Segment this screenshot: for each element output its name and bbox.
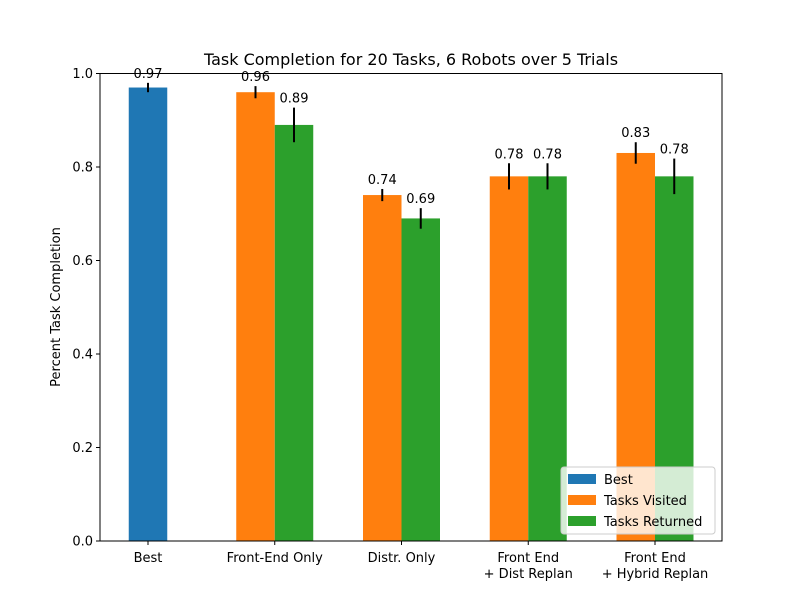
- bar: [489, 176, 529, 541]
- data-label: 0.78: [660, 143, 689, 158]
- chart-title: Task Completion for 20 Tasks, 6 Robots o…: [203, 50, 618, 69]
- x-tick-label: Best: [134, 551, 163, 566]
- plot-area: 0.97 0.96 0.89 0.74 0.69 0.78 0.78 0.83 0.78: [128, 67, 694, 542]
- legend: Best Tasks Visited Tasks Returned: [560, 466, 716, 535]
- bar: [274, 124, 314, 542]
- data-label: 0.89: [280, 92, 309, 107]
- data-label: 0.74: [368, 173, 397, 188]
- bar: [528, 176, 567, 541]
- y-tick-label: 0.2: [72, 441, 93, 456]
- y-tick-label: 0.8: [72, 161, 93, 176]
- bar: [401, 218, 440, 542]
- y-tick-label: 0.0: [72, 535, 93, 550]
- x-tick-label: Distr. Only: [368, 551, 436, 566]
- data-label: 0.78: [495, 147, 524, 162]
- x-tick-label: Front End: [497, 551, 559, 566]
- y-tick-label: 0.4: [72, 348, 93, 363]
- legend-swatch: [568, 495, 596, 505]
- legend-label: Tasks Visited: [603, 494, 687, 509]
- bar: [236, 92, 275, 541]
- x-tick-label: Front-End Only: [227, 551, 323, 566]
- legend-label: Tasks Returned: [603, 515, 702, 530]
- bar: [363, 195, 402, 542]
- x-tick-label: + Hybrid Replan: [602, 567, 709, 582]
- legend-swatch: [568, 516, 596, 526]
- data-label: 0.78: [533, 147, 562, 162]
- y-tick-label: 1.0: [72, 67, 93, 82]
- y-axis: 0.0 0.2 0.4 0.6 0.8 1.0: [72, 67, 100, 550]
- x-tick-label: + Dist Replan: [484, 567, 573, 582]
- y-axis-label: Percent Task Completion: [49, 227, 64, 387]
- data-label: 0.83: [621, 126, 650, 141]
- data-label: 0.96: [241, 70, 270, 85]
- data-label: 0.69: [406, 192, 435, 207]
- y-tick-label: 0.6: [72, 254, 93, 269]
- x-tick-label: Front End: [624, 551, 686, 566]
- data-label: 0.97: [134, 67, 163, 82]
- x-axis: Best Front-End Only Distr. Only Front End+ …: [134, 541, 709, 582]
- plot-frame: [99, 73, 723, 542]
- legend-box: [560, 466, 716, 535]
- legend-swatch: [568, 474, 596, 484]
- bar: [128, 87, 168, 542]
- legend-label: Best: [604, 473, 633, 488]
